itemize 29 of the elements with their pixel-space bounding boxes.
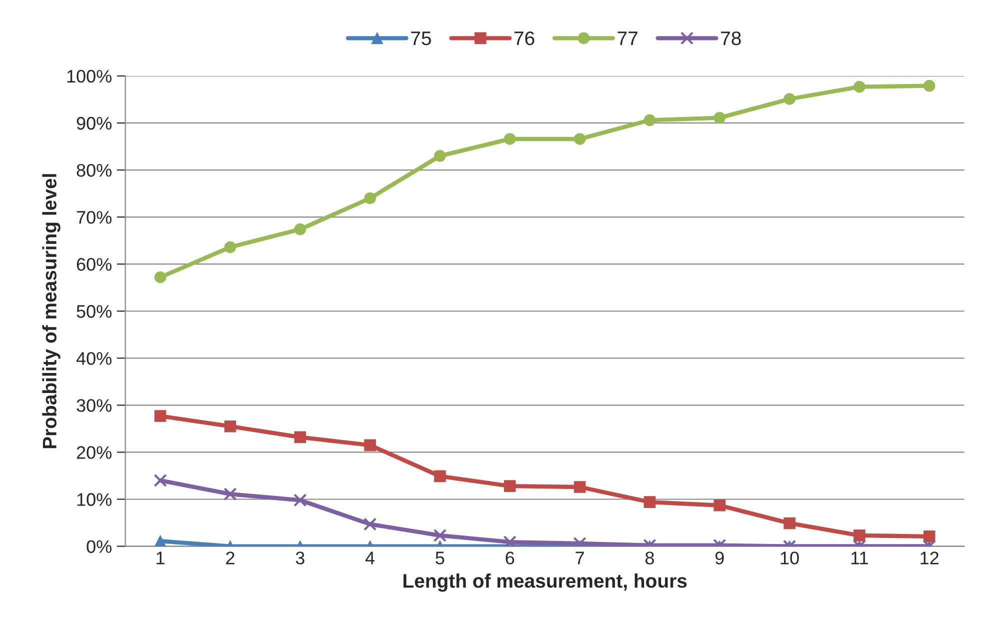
x-tick-label: 10 [780, 552, 799, 564]
x-axis-title: Length of measurement, hours [404, 574, 687, 592]
x-tick-label: 2 [226, 552, 234, 564]
y-tick-label: 80% [76, 164, 112, 177]
x-tick-label: 6 [506, 552, 514, 564]
y-axis-title: Probability of measuring level [42, 174, 60, 448]
x-tick-label: 5 [436, 552, 444, 564]
x-tick-label: 11 [851, 552, 868, 564]
x-tick-label: 1 [156, 552, 164, 564]
legend-label: 77 [618, 32, 638, 46]
x-tick-label: 3 [296, 552, 304, 564]
y-tick-label: 90% [76, 116, 112, 130]
y-tick-label: 40% [76, 352, 112, 365]
legend-label: 75 [411, 32, 431, 46]
y-tick-label: 30% [76, 399, 112, 412]
legend-label: 78 [721, 31, 741, 46]
x-tick-label: 7 [576, 552, 584, 564]
x-tick-label: 12 [920, 552, 938, 564]
y-tick-label: 10% [77, 493, 112, 506]
y-tick-label: 70% [76, 210, 112, 224]
x-tick-label: 4 [365, 552, 375, 564]
y-tick-label: 60% [76, 258, 112, 271]
x-tick-label: 9 [715, 552, 724, 564]
legend-label: 76 [514, 31, 534, 46]
y-tick-label: 0% [86, 540, 112, 553]
y-tick-label: 50% [76, 305, 112, 318]
y-tick-label: 20% [76, 446, 112, 459]
y-tick-label: 100% [67, 70, 112, 83]
x-tick-label: 8 [645, 552, 654, 564]
